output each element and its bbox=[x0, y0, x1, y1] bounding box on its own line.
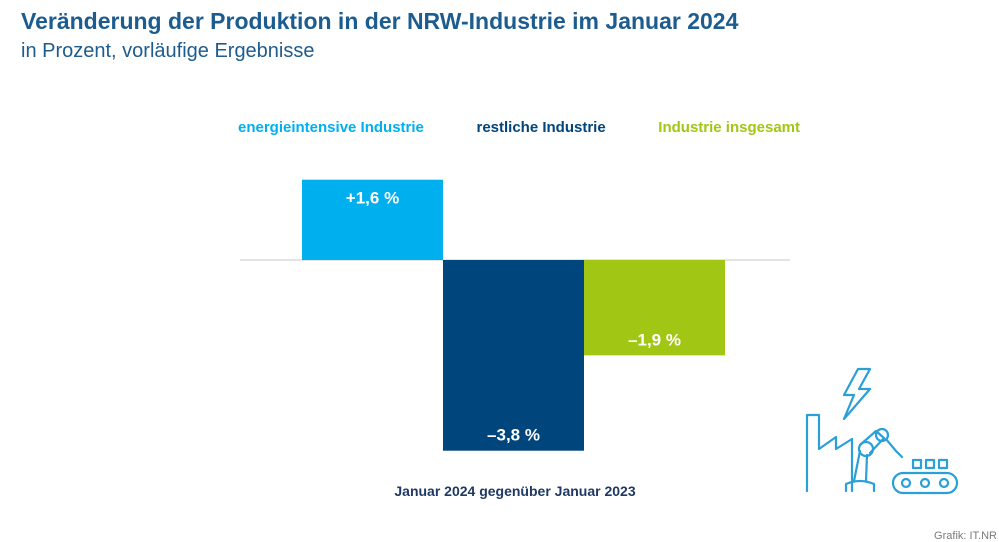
x-axis-label: Januar 2024 gegenüber Januar 2023 bbox=[394, 483, 636, 499]
bar-value-label-energieintensive: +1,6 % bbox=[346, 189, 399, 208]
bar-value-label-insgesamt: –1,9 % bbox=[628, 330, 681, 349]
legend-item-restliche: restliche Industrie bbox=[476, 119, 606, 136]
chart-title: Veränderung der Produktion in der NRW-In… bbox=[21, 8, 739, 34]
bar-energieintensive bbox=[302, 179, 443, 260]
bar-insgesamt bbox=[584, 260, 725, 356]
bars-group: +1,6 % –3,8 % –1,9 % bbox=[302, 179, 725, 451]
source-note: Grafik: IT.NR bbox=[934, 530, 997, 542]
bar-restliche bbox=[443, 260, 584, 451]
legend-item-insgesamt: Industrie insgesamt bbox=[658, 119, 800, 136]
factory-robot-arm-lightning-icon bbox=[805, 367, 959, 495]
bar-value-label-restliche: –3,8 % bbox=[487, 426, 540, 445]
legend: energieintensive Industrie restliche Ind… bbox=[238, 119, 800, 136]
legend-item-energieintensive: energieintensive Industrie bbox=[238, 119, 424, 136]
chart-subtitle: in Prozent, vorläufige Ergebnisse bbox=[21, 40, 315, 62]
